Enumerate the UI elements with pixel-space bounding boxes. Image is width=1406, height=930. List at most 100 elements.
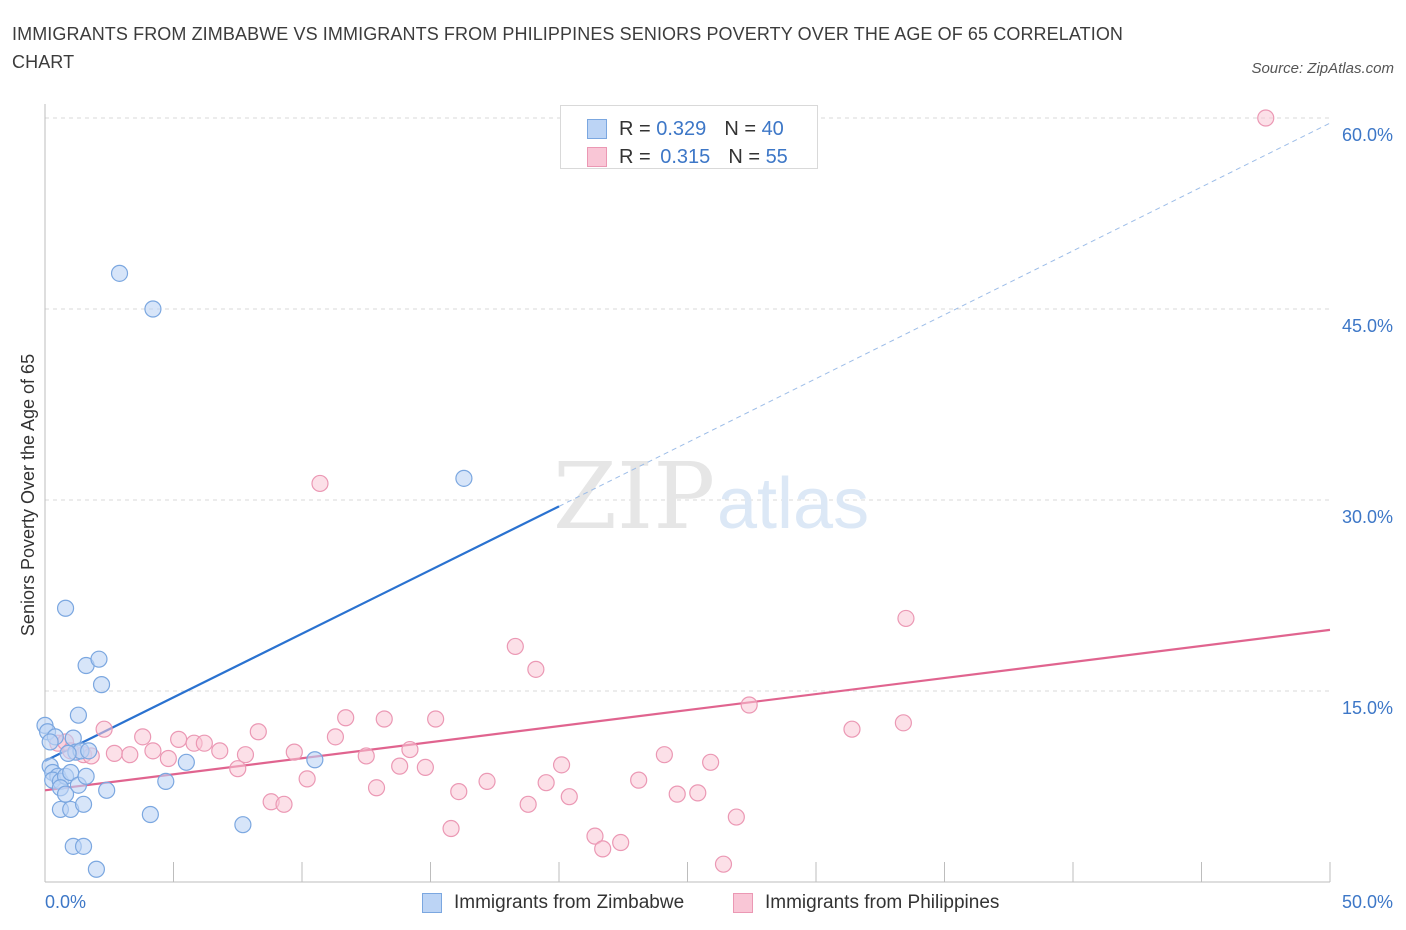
philippines-point [740,696,758,714]
series-label-philippines: Immigrants from Philippines [765,892,1000,913]
trend-lines [44,122,1331,792]
watermark-zip: ZIP [553,443,715,550]
philippines-point [537,774,555,792]
philippines-point [367,779,386,797]
philippines-point [552,756,571,774]
philippines-point [668,785,686,803]
series-legend-philippines: Immigrants from Philippines [733,890,999,916]
zimbabwe-point [56,599,75,617]
philippines-point [702,753,720,771]
philippines-point [105,744,123,762]
zimbabwe-point [41,733,59,751]
legend-n-label: N = [728,145,766,168]
gridlines [45,117,1330,692]
philippines-point [714,855,733,873]
philippines-point [159,749,177,768]
legend-r-label: R = [619,145,657,168]
zimbabwe-point [144,300,162,318]
philippines-point [121,746,139,764]
zimbabwe-point [306,751,324,769]
y-tick-label: 45.0% [1342,316,1393,336]
zimbabwe-point [234,816,252,834]
zimbabwe-point [74,795,93,813]
philippines-point [211,742,229,760]
zimbabwe-point [92,676,111,694]
x-tick-label: 50.0% [1342,892,1393,912]
y-tick-label: 15.0% [1342,698,1393,718]
philippines-point [450,782,468,801]
legend-n-value: 55 [765,145,788,168]
philippines-point [427,710,445,728]
series-swatch-philippines [733,893,753,913]
zimbabwe-point [74,837,93,855]
axes [44,104,1331,883]
philippines-point [897,609,915,628]
watermark: ZIP atlas [553,443,869,550]
zimbabwe-point [87,860,106,878]
philippines-point [170,730,188,748]
x-tick-label: 0.0% [45,892,86,912]
series-legend-zimbabwe: Immigrants from Zimbabwe [422,890,684,916]
correlation-legend: R = 0.329 N = 40 R = 0.315 N = 55 [560,105,818,169]
philippines-point [249,723,267,741]
philippines-point [326,728,345,746]
zimbabwe-point [110,264,129,282]
zimbabwe-point [98,781,116,799]
zimbabwe-point [90,650,108,668]
zimbabwe-point [141,805,159,824]
philippines-point [391,757,409,775]
philippines-point [275,795,293,813]
philippines-point [195,734,213,752]
zimbabwe-point [157,772,175,791]
philippines-point [311,474,329,493]
philippines-point [357,747,375,765]
y-axis-label: Seniors Poverty Over the Age of 65 [18,354,38,636]
watermark-atlas: atlas [717,464,869,544]
philippines-trend-line [44,628,1331,792]
philippines-point [560,788,578,806]
legend-row-philippines: R = 0.315 N = 55 [587,144,788,170]
chart-title: IMMIGRANTS FROM ZIMBABWE VS IMMIGRANTS F… [12,24,1124,72]
data-points [36,109,1275,878]
series-swatch-zimbabwe [422,893,442,913]
legend-n-value: 40 [761,117,784,140]
philippines-point [612,833,630,852]
philippines-point [144,742,162,760]
philippines-point [478,772,496,791]
zimbabwe-point [56,785,75,803]
philippines-point [337,709,355,727]
philippines-point [285,743,303,761]
philippines-point [236,746,255,764]
legend-swatch-philippines [587,147,607,167]
legend-r-value: 0.329 [656,117,707,140]
philippines-point [134,728,152,746]
series-label-zimbabwe: Immigrants from Zimbabwe [454,892,685,913]
philippines-point [1257,109,1275,127]
philippines-point [894,714,912,732]
source-label: Source: ZipAtlas.com [1251,60,1394,77]
y-tick-label: 60.0% [1342,125,1393,145]
zimbabwe-trend-extension [558,122,1331,507]
legend-row-zimbabwe: R = 0.329 N = 40 [587,116,784,142]
y-tick-label: 30.0% [1342,507,1393,527]
zimbabwe-point [59,744,77,762]
zimbabwe-point [177,753,195,771]
zimbabwe-trend-line [44,505,560,763]
zimbabwe-point [80,742,98,760]
legend-r-value: 0.315 [660,145,711,168]
zimbabwe-point [77,767,95,785]
philippines-point [229,760,247,778]
legend-r-label: R = [619,117,657,140]
philippines-point [375,710,393,728]
philippines-point [527,660,545,678]
philippines-point [442,819,460,838]
philippines-point [630,771,648,789]
philippines-point [689,784,707,802]
philippines-point [298,770,316,788]
zimbabwe-point [69,706,88,724]
legend-swatch-zimbabwe [587,119,607,139]
philippines-point [843,720,861,738]
philippines-point [586,827,604,845]
philippines-point [506,637,524,656]
